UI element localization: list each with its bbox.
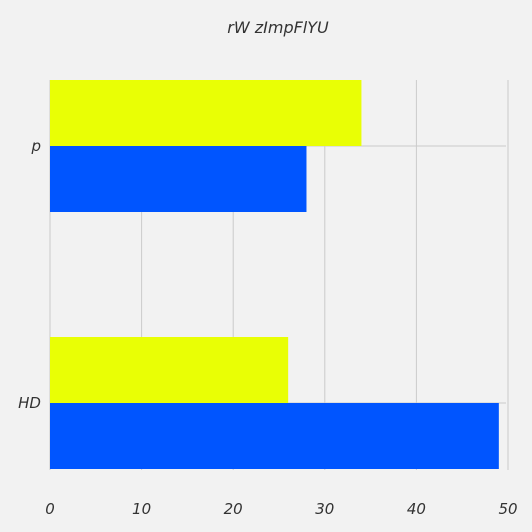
x-tick-label: 10	[132, 500, 151, 518]
x-tick-label: 40	[407, 500, 426, 518]
bar	[50, 146, 307, 212]
category-labels: p HD	[18, 137, 41, 412]
bar	[50, 403, 499, 469]
x-tick-label: 50	[498, 500, 517, 518]
bar	[50, 80, 362, 146]
x-tick-label: 0	[45, 500, 55, 518]
bars	[50, 80, 499, 469]
x-tick-labels: 0 10 20 30 40 50	[45, 500, 517, 518]
category-label: p	[30, 137, 41, 155]
x-tick-label: 30	[315, 500, 334, 518]
x-tick-label: 20	[224, 500, 243, 518]
bar	[50, 337, 289, 403]
chart-title: rW zImpFlYU	[227, 18, 329, 37]
category-label: HD	[18, 394, 41, 412]
